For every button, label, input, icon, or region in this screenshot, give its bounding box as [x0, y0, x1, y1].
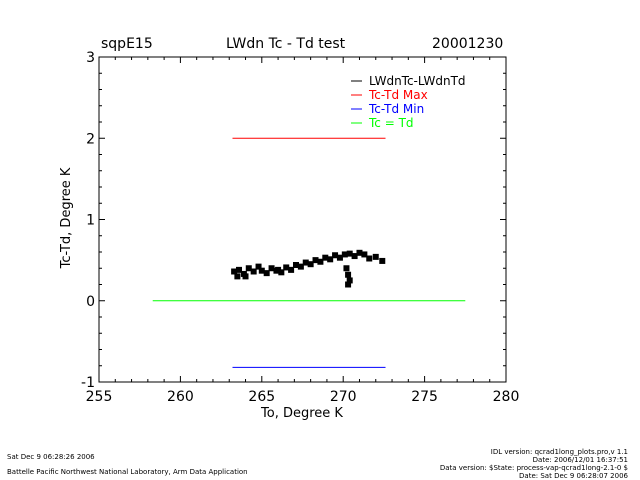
axis-ticks [98, 56, 507, 383]
footer-version-3: Data version: $State: process-vap-qcrad1… [439, 464, 628, 472]
data-point [345, 271, 352, 278]
data-point [275, 266, 282, 273]
x-tick-label: 275 [411, 389, 438, 405]
y-tick-label: 2 [86, 131, 95, 147]
data-point [302, 259, 309, 266]
data-point [379, 257, 386, 264]
legend-label: LWdnTc-LWdnTd [369, 74, 466, 88]
x-tick-label: 260 [167, 389, 194, 405]
data-point [317, 258, 324, 265]
data-point [242, 273, 249, 280]
tick-labels: 255 260 265 270 275 280 -1 0 1 2 3 [81, 50, 519, 405]
data-point [345, 281, 352, 288]
site-label: sqpE15 [101, 36, 153, 52]
legend-label: Tc = Td [368, 116, 414, 130]
data-point [346, 250, 353, 257]
data-point [307, 261, 314, 268]
y-axis-label: Tc-Td, Degree K [59, 167, 74, 269]
data-point [288, 266, 295, 273]
footer-timestamp: Sat Dec 9 06:28:26 2006 [7, 453, 95, 461]
plot-frame [98, 56, 507, 383]
data-point [231, 268, 238, 275]
data-point [356, 249, 363, 256]
data-point [332, 252, 339, 259]
data-point [255, 263, 262, 270]
data-point [366, 255, 373, 262]
data-point [343, 265, 350, 272]
y-tick-label: 1 [86, 213, 95, 229]
x-tick-label: 255 [86, 389, 113, 405]
data-point [258, 267, 265, 274]
x-tick-label: 270 [330, 389, 357, 405]
footer-org: Battelle Pacific Northwest National Labo… [7, 468, 248, 476]
data-point [250, 268, 257, 275]
x-tick-label: 280 [493, 389, 520, 405]
date-label: 20001230 [432, 36, 504, 52]
data-point [341, 251, 348, 258]
data-point [346, 277, 353, 284]
footer-version-2: Date: 2006/12/01 16:37:51 [532, 456, 628, 464]
data-point [361, 251, 368, 258]
data-point [292, 262, 299, 268]
data-point [322, 254, 329, 261]
data-point [327, 256, 334, 263]
footer-version-4: Date: Sat Dec 9 06:28:07 2006 [519, 472, 628, 480]
y-tick-label: -1 [81, 375, 95, 391]
legend-label: Tc-Td Min [368, 102, 424, 116]
data-point [372, 253, 379, 260]
data-point [278, 269, 285, 276]
data-point [236, 266, 243, 273]
x-axis-label: To, Degree K [260, 406, 343, 421]
x-tick-label: 265 [248, 389, 275, 405]
data-point [268, 265, 275, 272]
y-tick-label: 0 [86, 294, 95, 310]
data-series [152, 137, 466, 368]
data-point [283, 264, 290, 271]
data-point [245, 265, 252, 272]
y-tick-label: 3 [86, 50, 95, 66]
data-point [312, 257, 319, 264]
data-point [336, 254, 343, 261]
data-point [234, 273, 241, 280]
data-point [297, 263, 304, 270]
legend-label: Tc-Td Max [368, 88, 428, 102]
footer-version-1: IDL version: qcrad1long_plots.pro,v 1.1 [490, 448, 628, 456]
data-point [351, 253, 358, 260]
chart-title: LWdn Tc - Td test [226, 36, 346, 52]
data-point [263, 270, 270, 277]
